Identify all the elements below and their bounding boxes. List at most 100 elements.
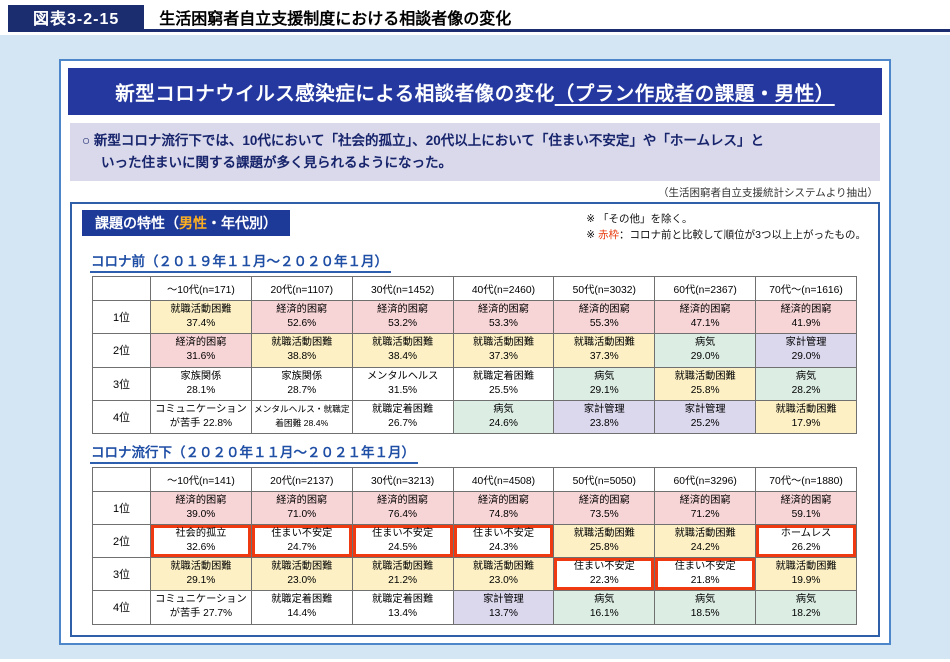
- precovid-title-text: コロナ前（２０１９年１１月～２０２０年１月）: [90, 254, 391, 274]
- issue-cell: 就職活動困難 23.0%: [250, 557, 353, 592]
- issue-cell: 就職活動困難 38.4%: [351, 333, 454, 368]
- issue-cell: 就職活動困難 17.9%: [755, 399, 857, 434]
- issue-cell: 病気 29.1%: [553, 366, 656, 401]
- rank-label: 2位: [92, 524, 151, 559]
- age-column-header: 30代(n=1452): [351, 276, 454, 302]
- age-column-header: ～10代(n=141): [150, 466, 252, 492]
- issue-cell: 就職定着困難 13.4%: [351, 590, 454, 625]
- rank-label: 1位: [92, 300, 151, 335]
- issue-cell: 家族関係 28.1%: [150, 366, 252, 401]
- summary-line-2: いった住まいに関する課題が多く見られるようになった。: [101, 154, 452, 170]
- precovid-rank-table-host: ～10代(n=171) 20代(n=1107) 30代(n=1452) 40代(n=2…: [92, 276, 868, 434]
- detail-box: 課題の特性（男性・年代別） ※ 「その他」を除く。 ※ 赤枠：コロナ前と比較して…: [70, 201, 880, 637]
- age-column-header: 20代(n=2137): [250, 466, 353, 492]
- age-column-header: 50代(n=5050): [553, 466, 656, 492]
- issue-cell: 就職活動困難 29.1%: [150, 557, 252, 592]
- issue-cell: 病気 28.2%: [755, 366, 857, 401]
- age-column-header: 70代～(n=1616): [755, 276, 857, 302]
- age-column-header: 50代(n=3032): [553, 276, 656, 302]
- figure-number-label: 図表3-2-15: [8, 5, 145, 29]
- issue-cell: 経済的困窮 73.5%: [553, 490, 656, 526]
- rank-label: 3位: [92, 557, 151, 592]
- age-column-header: 70代～(n=1880): [755, 466, 857, 492]
- issue-cell: ホームレス 26.2%: [755, 524, 857, 559]
- issue-cell: 経済的困窮 53.2%: [351, 300, 454, 335]
- panel-title-main: 新型コロナウイルス感染症による相談者像の変化: [115, 83, 555, 105]
- age-column-header: 40代(n=4508): [452, 466, 555, 492]
- issue-cell: 就職定着困難 25.5%: [452, 366, 555, 401]
- issue-cell: 経済的困窮 52.6%: [250, 300, 353, 335]
- issue-cell: 就職定着困難 26.7%: [351, 399, 454, 434]
- rank-table: ～10代(n=141) 20代(n=2137) 30代(n=3213) 40代(n=4…: [92, 466, 857, 625]
- issue-cell: 病気 18.5%: [654, 590, 757, 625]
- note-red-frame: ※ 赤枠：コロナ前と比較して順位が3つ以上上がったもの。: [586, 227, 866, 243]
- issue-cell: 家族関係 28.7%: [250, 366, 353, 401]
- rank-label: 2位: [92, 333, 151, 368]
- rank-label: 1位: [92, 490, 151, 526]
- issue-cell: 就職活動困難 37.3%: [452, 333, 555, 368]
- issue-cell: 病気 18.2%: [755, 590, 857, 625]
- issue-cell: メンタルヘルス・就職定 着困難 28.4%: [250, 399, 353, 434]
- issue-cell: 経済的困窮 53.3%: [452, 300, 555, 335]
- issue-cell: 住まい不安定 24.7%: [250, 524, 353, 559]
- issue-cell: 就職活動困難 21.2%: [351, 557, 454, 592]
- figure-background: 新型コロナウイルス感染症による相談者像の変化 （プラン作成者の課題・男性） ○ 新…: [0, 35, 950, 659]
- rank-label: 4位: [92, 399, 151, 434]
- issue-cell: 就職活動困難 24.2%: [654, 524, 757, 559]
- main-panel: 新型コロナウイルス感染症による相談者像の変化 （プラン作成者の課題・男性） ○ 新…: [59, 59, 891, 645]
- issue-cell: 就職定着困難 14.4%: [250, 590, 353, 625]
- issue-cell: 就職活動困難 25.8%: [553, 524, 656, 559]
- age-column-header: 40代(n=2460): [452, 276, 555, 302]
- summary-line-1: ○ 新型コロナ流行下では、10代において「社会的孤立」、20代以上において「住ま…: [82, 133, 764, 148]
- covid-title-text: コロナ流行下（２０２０年１１月～２０２１年１月）: [90, 444, 418, 464]
- issue-cell: 就職活動困難 25.8%: [654, 366, 757, 401]
- note2-rest: ：コロナ前と比較して順位が3つ以上上がったもの。: [618, 228, 866, 241]
- badge-gender-highlight: 男性: [179, 214, 207, 231]
- issue-cell: 経済的困窮 74.8%: [452, 490, 555, 526]
- issue-cell: 就職活動困難 19.9%: [755, 557, 857, 592]
- issue-cell: 住まい不安定 24.5%: [351, 524, 454, 559]
- issue-cell: 経済的困窮 76.4%: [351, 490, 454, 526]
- issue-cell: 経済的困窮 31.6%: [150, 333, 252, 368]
- age-column-header: 30代(n=3213): [351, 466, 454, 492]
- age-column-header: 60代(n=2367): [654, 276, 757, 302]
- issue-cell: 就職活動困難 37.4%: [150, 300, 252, 335]
- covid-section-title: コロナ流行下（２０２０年１１月～２０２１年１月）: [90, 441, 868, 464]
- issue-cell: 経済的困窮 47.1%: [654, 300, 757, 335]
- issue-cell: 家計管理 25.2%: [654, 399, 757, 434]
- panel-title-sub: （プラン作成者の課題・男性）: [554, 83, 835, 105]
- source-note: （生活困窮者自立支援統計システムより抽出）: [658, 186, 878, 199]
- summary-box: ○ 新型コロナ流行下では、10代において「社会的孤立」、20代以上において「住ま…: [70, 123, 880, 181]
- issue-cell: 就職活動困難 38.8%: [250, 333, 353, 368]
- issue-cell: 経済的困窮 39.0%: [150, 490, 252, 526]
- issue-cell: 住まい不安定 21.8%: [654, 557, 757, 592]
- issue-cell: 家計管理 29.0%: [755, 333, 857, 368]
- covid-rank-table-host: ～10代(n=141) 20代(n=2137) 30代(n=3213) 40代(n=4…: [92, 466, 868, 625]
- rank-label: 4位: [92, 590, 151, 625]
- issue-cell: 就職活動困難 37.3%: [553, 333, 656, 368]
- issue-cell: 病気 29.0%: [654, 333, 757, 368]
- badge-suffix: ・年代別）: [207, 214, 277, 231]
- issue-cell: 経済的困窮 71.0%: [250, 490, 353, 526]
- issue-cell: コミュニケーション が苦手 22.8%: [150, 399, 252, 434]
- issue-cell: 経済的困窮 41.9%: [755, 300, 857, 335]
- issue-cell: 社会的孤立 32.6%: [150, 524, 252, 559]
- rank-table: ～10代(n=171) 20代(n=1107) 30代(n=1452) 40代(n=2…: [92, 276, 857, 434]
- note2-prefix: ※: [586, 228, 598, 241]
- note2-red-word: 赤枠: [597, 228, 619, 241]
- figure-header: 図表3-2-15 生活困窮者自立支援制度における相談者像の変化: [8, 5, 950, 32]
- note-exclude-others: ※ 「その他」を除く。: [586, 212, 693, 225]
- footnotes: ※ 「その他」を除く。 ※ 赤枠：コロナ前と比較して順位が3つ以上上がったもの。: [586, 210, 868, 244]
- issue-cell: 経済的困窮 71.2%: [654, 490, 757, 526]
- issue-cell: 経済的困窮 59.1%: [755, 490, 857, 526]
- detail-box-top: 課題の特性（男性・年代別） ※ 「その他」を除く。 ※ 赤枠：コロナ前と比較して…: [82, 209, 868, 244]
- characteristics-badge: 課題の特性（男性・年代別）: [82, 209, 290, 236]
- figure-title: 生活困窮者自立支援制度における相談者像の変化: [159, 11, 512, 28]
- issue-cell: 家計管理 23.8%: [553, 399, 656, 434]
- issue-cell: コミュニケーション が苦手 27.7%: [150, 590, 252, 625]
- corner-cell: [92, 276, 151, 302]
- issue-cell: 住まい不安定 22.3%: [553, 557, 656, 592]
- badge-prefix: 課題の特性（: [95, 214, 179, 231]
- issue-cell: 家計管理 13.7%: [452, 590, 555, 625]
